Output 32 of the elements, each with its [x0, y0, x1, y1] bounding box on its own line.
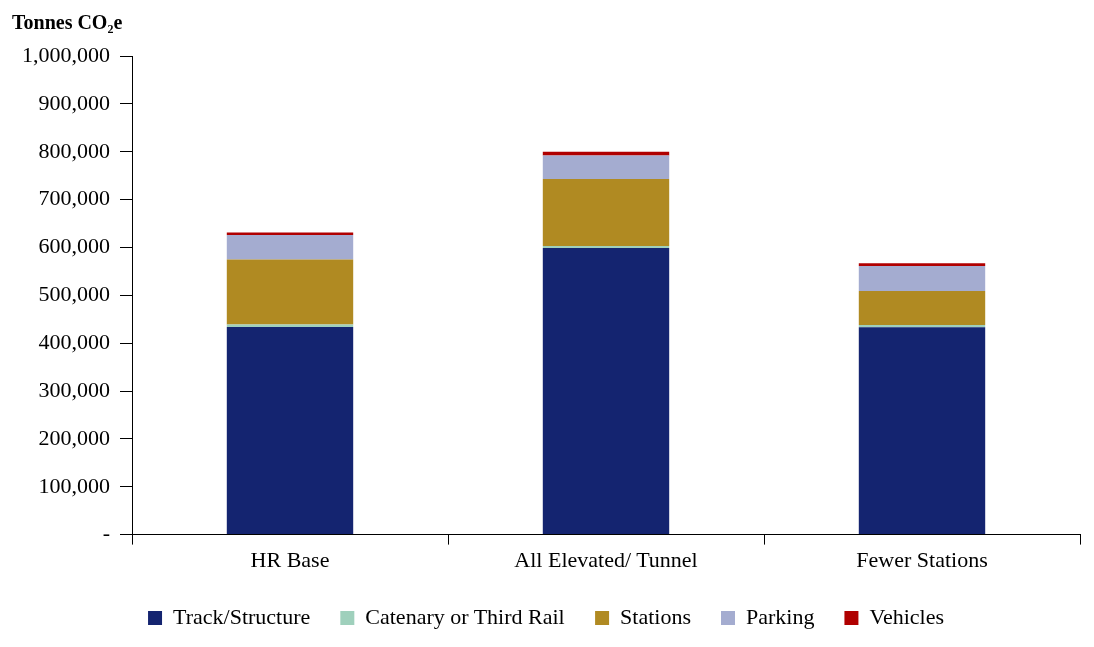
y-tick-label: -: [102, 520, 110, 546]
bar: [226, 326, 354, 535]
legend-label: Parking: [745, 603, 815, 629]
legend-label: Track/Structure: [173, 603, 311, 629]
y-tick-label: 700,000: [38, 185, 110, 211]
bar: [858, 266, 986, 291]
bar: [858, 327, 986, 535]
y-tick-label: 800,000: [38, 137, 110, 163]
bar: [226, 235, 354, 260]
y-tick-label: 500,000: [38, 281, 110, 307]
bar: [858, 290, 986, 325]
y-tick-label: 400,000: [38, 328, 110, 354]
y-tick-label: 300,000: [38, 376, 110, 402]
legend-label: Vehicles: [869, 603, 944, 629]
y-tick-label: 1,000,000: [22, 41, 110, 67]
bar: [542, 247, 670, 535]
y-axis-title: Tonnes CO₂e: [12, 11, 123, 34]
x-tick-label: HR Base: [250, 546, 330, 572]
bar: [542, 155, 670, 179]
bar: [226, 259, 354, 325]
bar: [858, 263, 986, 267]
bar: [542, 151, 670, 156]
y-tick-label: 100,000: [38, 472, 110, 498]
bar: [542, 179, 670, 246]
legend-label: Stations: [620, 603, 691, 629]
bar: [226, 324, 354, 327]
x-tick-label: All Elevated/ Tunnel: [514, 546, 698, 572]
y-tick-label: 600,000: [38, 233, 110, 259]
x-tick-label: Fewer Stations: [856, 546, 988, 572]
legend-label: Catenary or Third Rail: [365, 603, 565, 629]
y-tick-label: 900,000: [38, 89, 110, 115]
y-tick-label: 200,000: [38, 424, 110, 450]
